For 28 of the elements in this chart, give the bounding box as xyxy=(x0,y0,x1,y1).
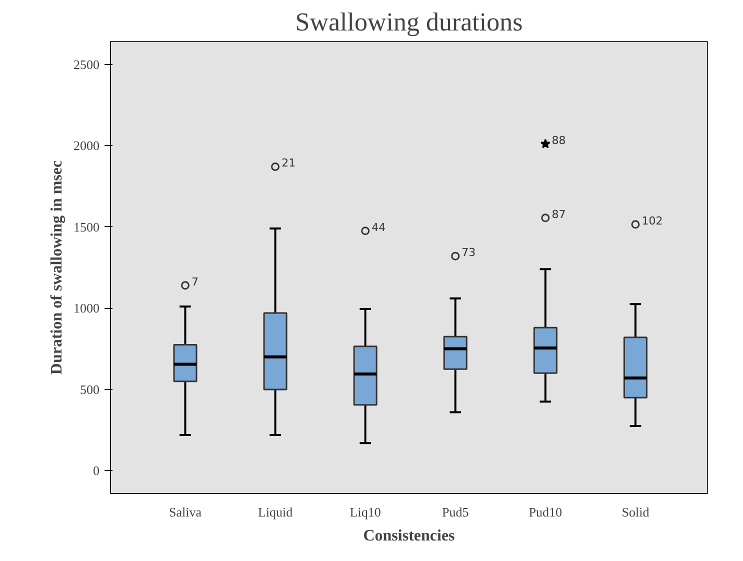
y-tick-label: 2500 xyxy=(74,56,100,72)
x-tick-label: Solid xyxy=(622,504,650,520)
point xyxy=(541,214,550,222)
y-tick-label: 0 xyxy=(93,463,100,478)
annotation: 88 xyxy=(552,134,566,147)
annotation: 7 xyxy=(192,275,199,288)
x-axis-title: Consistencies xyxy=(363,528,455,544)
chart-title: Swallowing durations xyxy=(295,8,523,36)
point xyxy=(361,226,370,236)
annotation: 73 xyxy=(462,246,476,260)
y-axis-title: Duration of swallowing in msec xyxy=(48,160,66,375)
x-tick-label: Liquid xyxy=(258,504,294,520)
x-tick-label: Saliva xyxy=(168,504,202,520)
x-tick-label: Pud10 xyxy=(528,504,562,520)
point xyxy=(180,281,190,290)
point xyxy=(631,220,640,229)
x-tick-label: Liq10 xyxy=(350,504,381,520)
point xyxy=(451,252,460,260)
annotation: 44 xyxy=(372,220,386,234)
y-tick-label: 500 xyxy=(80,382,100,397)
annotation: 87 xyxy=(552,208,566,221)
point xyxy=(271,162,280,171)
y-tick-label: 1000 xyxy=(74,300,100,316)
y-tick-label: 1500 xyxy=(74,219,100,234)
x-tick-label: Pud5 xyxy=(442,504,469,520)
y-tick-label: 2000 xyxy=(74,138,100,154)
annotation: 102 xyxy=(642,214,663,228)
annotation: 21 xyxy=(282,156,296,170)
